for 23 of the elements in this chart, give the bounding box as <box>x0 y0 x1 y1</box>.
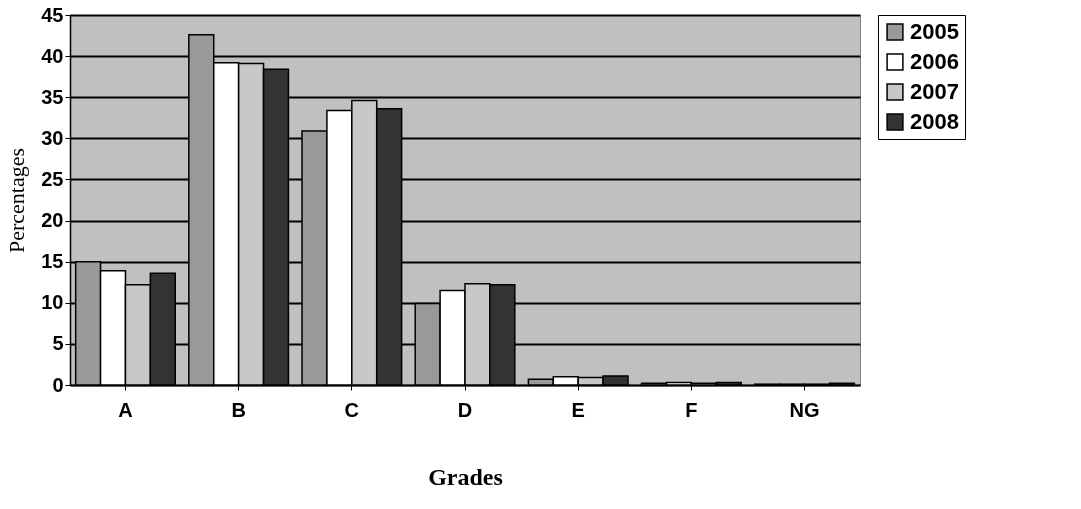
x-tick-label: D <box>457 398 473 421</box>
y-tick-label: 25 <box>41 167 64 190</box>
x-tick-label: NG <box>789 398 820 421</box>
y-tick-label: 45 <box>41 3 64 26</box>
x-tick-label: B <box>231 398 246 421</box>
y-tick-label: 15 <box>41 250 64 273</box>
y-axis-title: Percentages <box>4 147 30 254</box>
y-tick-label: 30 <box>41 126 64 149</box>
x-tick-label: E <box>571 398 585 421</box>
y-tick-label: 35 <box>41 85 64 108</box>
y-tick-label: 5 <box>52 332 64 355</box>
x-tick-label: F <box>685 398 698 421</box>
legend-label: 2006 <box>910 49 959 74</box>
legend-label: 2008 <box>910 109 959 134</box>
y-tick-label: 20 <box>41 209 64 232</box>
legend-label: 2007 <box>910 79 959 104</box>
y-tick-label: 40 <box>41 44 64 67</box>
x-axis-title: Grades <box>428 463 503 490</box>
y-tick-label: 0 <box>52 373 64 396</box>
legend-label: 2005 <box>910 19 959 44</box>
x-tick-label: C <box>344 398 360 421</box>
y-tick-label: 10 <box>41 291 64 314</box>
x-tick-label: A <box>118 398 133 421</box>
